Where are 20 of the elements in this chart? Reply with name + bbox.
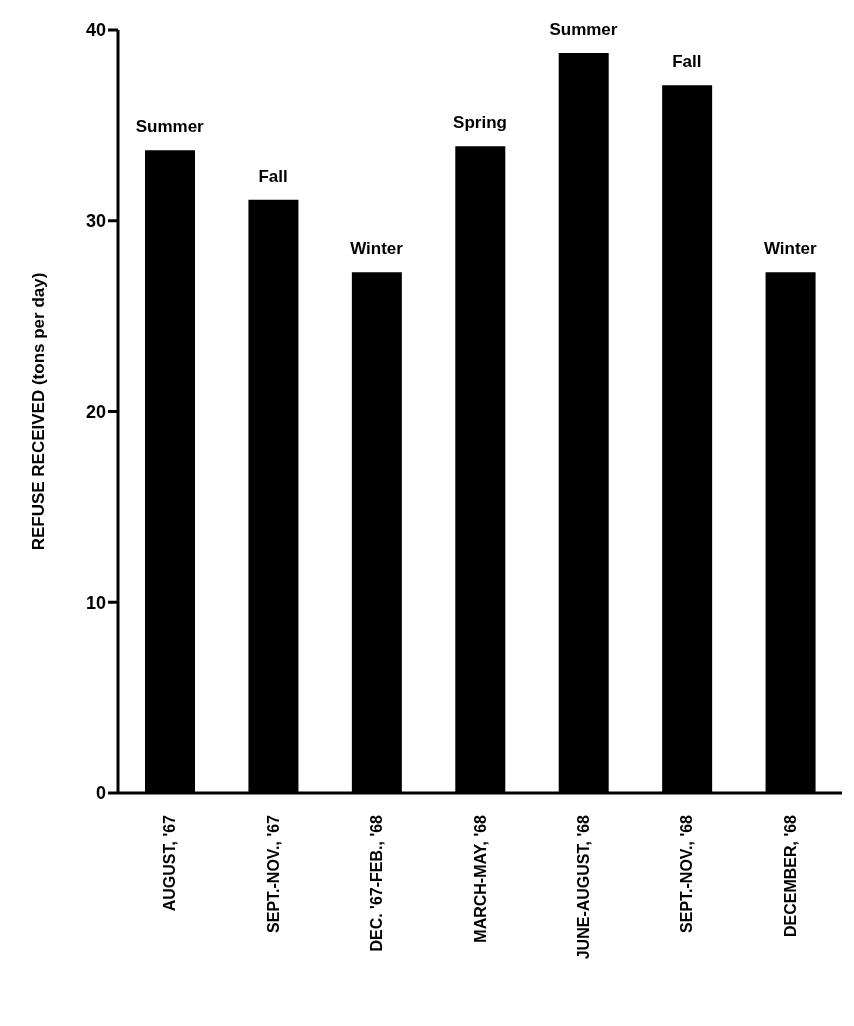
x-tick-label: SEPT.-NOV., '67 <box>264 814 282 933</box>
x-tick-label: DECEMBER, '68 <box>781 814 799 938</box>
y-tick-label: 20 <box>85 401 106 422</box>
y-tick-label: 10 <box>85 592 106 613</box>
y-axis-title: REFUSE RECEIVED (tons per day) <box>29 272 49 551</box>
annotation: Fall <box>672 52 702 72</box>
y-tick-label: 30 <box>85 211 106 232</box>
annotation: Summer <box>549 19 618 39</box>
x-tick-label: MARCH-MAY, '68 <box>471 814 489 943</box>
x-tick-label: JUNE-AUGUST, '68 <box>574 814 592 960</box>
y-tick-label: 0 <box>95 783 106 804</box>
annotation: Winter <box>763 239 818 259</box>
annotation: Fall <box>258 166 288 186</box>
annotation: Summer <box>135 117 205 137</box>
annotation: Spring <box>453 113 507 133</box>
annotation: Winter <box>350 239 404 259</box>
x-tick-label: AUGUST, '67 <box>161 814 179 912</box>
y-tick-label: 40 <box>85 20 106 41</box>
x-tick-label: SEPT.-NOV., '68 <box>678 814 696 933</box>
x-tick-label: DEC. '67-FEB., '68 <box>368 814 386 952</box>
